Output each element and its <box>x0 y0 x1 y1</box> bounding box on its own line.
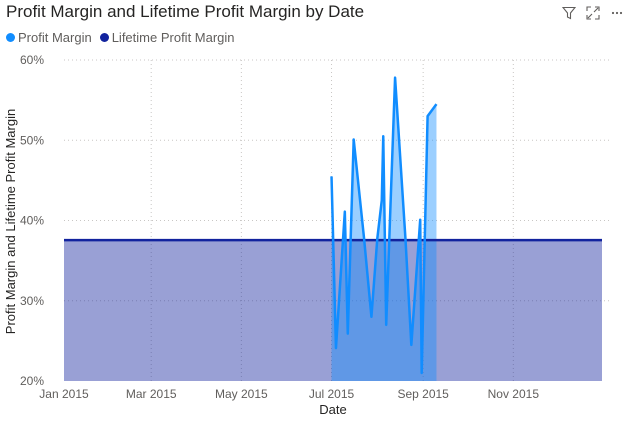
line-profit-margin <box>330 76 438 375</box>
filter-icon[interactable] <box>561 5 577 21</box>
area-lifetime-profit-margin <box>64 240 602 381</box>
legend-marker-profit-margin <box>6 33 15 42</box>
focus-mode-icon[interactable] <box>585 5 601 21</box>
x-tick-label: Sep 2015 <box>397 387 449 401</box>
y-axis-title: Profit Margin and Lifetime Profit Margin <box>3 109 18 334</box>
y-tick-label: 40% <box>20 214 44 228</box>
more-options-icon[interactable] <box>609 5 625 21</box>
legend-marker-lifetime-profit-margin <box>99 33 109 42</box>
legend-item-lifetime-profit-margin[interactable]: Lifetime Profit Margin <box>99 30 235 45</box>
visual-header-icons <box>561 5 625 21</box>
chart-title: Profit Margin and Lifetime Profit Margin… <box>6 2 365 21</box>
chart-legend: Profit Margin Lifetime Profit Margin <box>6 30 235 45</box>
x-tick-label: Jan 2015 <box>39 387 89 401</box>
y-tick-label: 60% <box>20 53 44 67</box>
legend-label-profit-margin: Profit Margin <box>18 30 92 45</box>
x-axis-title: Date <box>319 402 346 417</box>
legend-label-lifetime-profit-margin: Lifetime Profit Margin <box>111 30 235 45</box>
x-tick-label: Nov 2015 <box>488 387 540 401</box>
legend-item-profit-margin[interactable]: Profit Margin <box>6 30 92 45</box>
y-tick-label: 20% <box>20 374 44 388</box>
x-tick-label: May 2015 <box>215 387 268 401</box>
x-tick-label: Mar 2015 <box>126 387 177 401</box>
y-tick-label: 30% <box>20 294 44 308</box>
x-tick-label: Jul 2015 <box>309 387 355 401</box>
y-tick-label: 50% <box>20 133 44 147</box>
